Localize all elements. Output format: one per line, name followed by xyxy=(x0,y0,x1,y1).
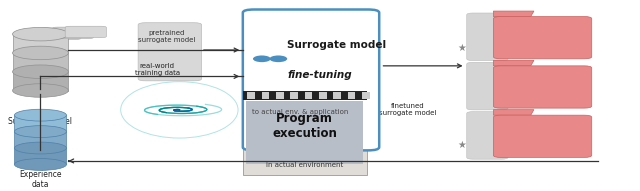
Bar xyxy=(247,92,255,99)
FancyBboxPatch shape xyxy=(467,62,508,110)
FancyBboxPatch shape xyxy=(493,115,592,157)
Bar xyxy=(15,148,67,164)
FancyBboxPatch shape xyxy=(40,28,81,39)
Text: fine-tuning: fine-tuning xyxy=(287,70,352,80)
FancyBboxPatch shape xyxy=(493,66,592,108)
Bar xyxy=(13,34,68,53)
Text: Surrogate model: Surrogate model xyxy=(287,40,387,50)
Text: in actual environment: in actual environment xyxy=(266,162,343,168)
Text: Program
execution: Program execution xyxy=(272,112,337,140)
Bar xyxy=(305,92,312,99)
Ellipse shape xyxy=(269,55,287,62)
Ellipse shape xyxy=(15,109,67,121)
Bar xyxy=(262,92,269,99)
Text: to actual env. & application: to actual env. & application xyxy=(252,109,349,115)
Bar xyxy=(13,53,68,72)
Bar xyxy=(319,92,326,99)
Ellipse shape xyxy=(13,84,68,97)
Polygon shape xyxy=(493,60,534,66)
Text: Surrogate model
library: Surrogate model library xyxy=(8,117,72,136)
FancyBboxPatch shape xyxy=(65,26,106,38)
Ellipse shape xyxy=(13,46,68,60)
Bar xyxy=(362,92,370,99)
Ellipse shape xyxy=(15,126,67,138)
Bar xyxy=(246,101,364,164)
FancyBboxPatch shape xyxy=(493,17,592,59)
Bar xyxy=(333,92,341,99)
Ellipse shape xyxy=(13,27,68,41)
Ellipse shape xyxy=(13,65,68,79)
FancyBboxPatch shape xyxy=(467,13,508,61)
Bar xyxy=(243,91,367,100)
Text: ★: ★ xyxy=(458,140,466,150)
Text: real-world
training data: real-world training data xyxy=(134,63,180,76)
Text: pretrained
surrogate model: pretrained surrogate model xyxy=(138,30,195,43)
Bar xyxy=(13,72,68,91)
Bar xyxy=(15,132,67,148)
Text: Experience
data: Experience data xyxy=(19,170,61,189)
Ellipse shape xyxy=(15,159,67,170)
Ellipse shape xyxy=(15,142,67,154)
Text: ★: ★ xyxy=(458,43,466,53)
Text: finetuned
surrogate model: finetuned surrogate model xyxy=(379,103,436,116)
Ellipse shape xyxy=(253,55,271,62)
Polygon shape xyxy=(493,110,534,115)
FancyBboxPatch shape xyxy=(243,10,380,150)
FancyBboxPatch shape xyxy=(52,27,93,39)
Bar xyxy=(15,115,67,132)
Bar xyxy=(291,92,298,99)
FancyBboxPatch shape xyxy=(467,112,508,159)
Bar xyxy=(243,91,367,175)
Polygon shape xyxy=(493,11,534,17)
FancyBboxPatch shape xyxy=(138,23,202,81)
Bar xyxy=(276,92,284,99)
Bar xyxy=(348,92,355,99)
